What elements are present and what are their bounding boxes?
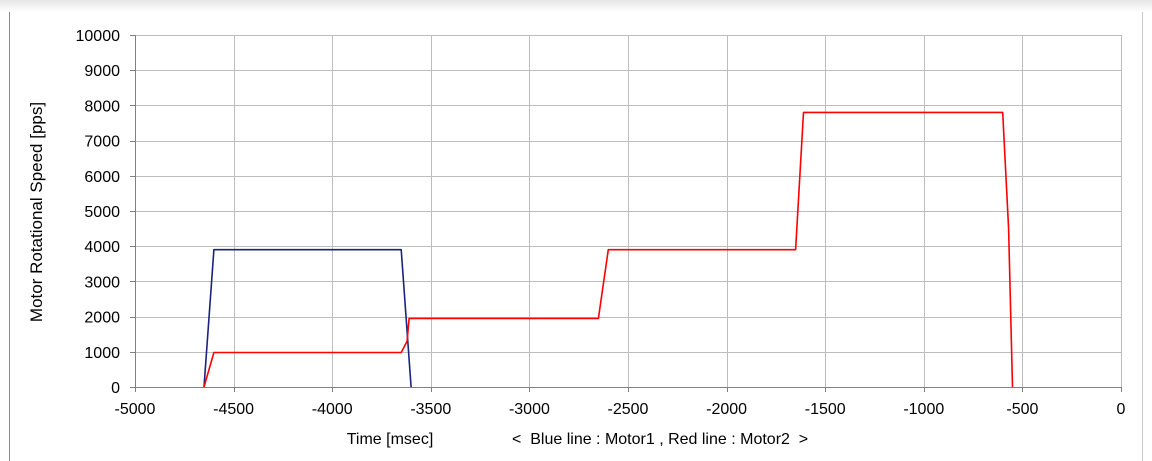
frame-left-border: [9, 12, 10, 461]
x-tick-label: -1500: [805, 401, 846, 418]
axes: [130, 35, 1122, 392]
legend-note: < Blue line : Motor1 , Red line : Motor2…: [512, 431, 808, 448]
x-tick-label: -1000: [903, 401, 944, 418]
x-tick-label: -3500: [410, 401, 451, 418]
frame-right-border: [1142, 12, 1143, 461]
series-lines: [203, 111, 1014, 388]
y-axis-label: Motor Rotational Speed [pps]: [27, 102, 46, 322]
grid-lines: [135, 35, 1122, 388]
x-axis-label: Time [msec]: [347, 431, 434, 448]
y-tick-label: 7000: [84, 134, 120, 151]
x-tick-label: -4500: [213, 401, 254, 418]
y-tick-label: 2000: [84, 310, 120, 327]
y-tick-label: 10000: [76, 28, 121, 45]
y-tick-label: 9000: [84, 63, 120, 80]
y-tick-label: 4000: [84, 239, 120, 256]
y-tick-label: 1000: [84, 345, 120, 362]
x-tick-label: -3000: [509, 401, 550, 418]
x-tick-label: -2000: [706, 401, 747, 418]
x-tick-label: -2500: [608, 401, 649, 418]
x-tick-label: -4000: [312, 401, 353, 418]
top-bevel: [0, 0, 1152, 12]
x-tick-label: 0: [1117, 401, 1126, 418]
x-tick-label: -500: [1006, 401, 1038, 418]
series-line-motor2: [203, 111, 1014, 388]
y-tick-label: 8000: [84, 98, 120, 115]
x-tick-label: -5000: [115, 401, 156, 418]
tick-labels: -5000 -4500 -4000 -3500 -3000 -2500 -2000 -1500…: [76, 28, 1126, 418]
series-line-motor1: [203, 248, 412, 388]
y-tick-label: 3000: [84, 274, 120, 291]
y-tick-label: 5000: [84, 204, 120, 221]
y-tick-label: 6000: [84, 169, 120, 186]
y-tick-label: 0: [111, 380, 120, 397]
